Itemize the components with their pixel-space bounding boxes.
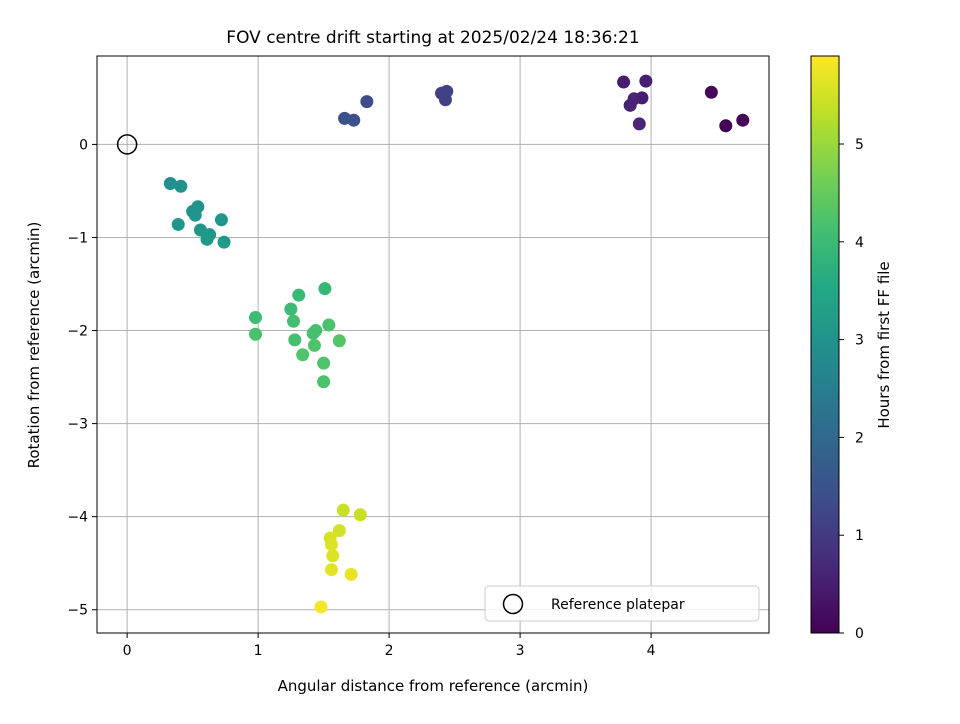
data-point — [284, 302, 298, 316]
data-point — [317, 375, 331, 389]
data-point — [639, 74, 653, 88]
legend: Reference platepar — [484, 585, 760, 622]
y-tick-label: −3 — [67, 417, 88, 433]
data-point — [353, 508, 367, 522]
data-point — [288, 333, 302, 347]
data-point — [171, 217, 185, 231]
colorbar-tick-label: 5 — [855, 137, 864, 153]
y-tick-label: −1 — [67, 230, 88, 246]
x-tick-label: 2 — [385, 643, 394, 659]
y-tick-label: 0 — [79, 137, 88, 153]
colorbar-ticks: 0 1 2 3 4 5 — [839, 137, 864, 642]
colorbar-tick-label: 3 — [855, 333, 864, 349]
data-point — [286, 314, 300, 328]
data-point — [307, 338, 321, 352]
data-point — [317, 356, 331, 370]
data-point — [347, 113, 361, 127]
data-point — [719, 119, 733, 133]
data-point — [188, 208, 202, 222]
colorbar-label: Hours from first FF file — [875, 261, 893, 428]
colorbar: 0 1 2 3 4 5 Hours from first FF file — [810, 55, 893, 642]
x-tick-label: 4 — [647, 643, 656, 659]
data-point — [249, 327, 263, 341]
data-point — [214, 213, 228, 227]
data-point — [200, 232, 214, 246]
colorbar-tick-label: 0 — [855, 626, 864, 642]
y-tick-label: −4 — [67, 510, 88, 526]
reference-marker-layer — [116, 134, 138, 155]
y-tick-label: −5 — [67, 603, 88, 619]
colorbar-frame — [810, 55, 840, 634]
data-point — [314, 600, 328, 614]
data-point — [324, 538, 338, 552]
reference-platepar-marker — [116, 134, 138, 155]
data-point — [163, 176, 177, 190]
x-axis-label: Angular distance from reference (arcmin) — [278, 677, 589, 695]
data-point — [326, 549, 340, 563]
y-tick-label: −2 — [67, 324, 88, 340]
plot-frame — [96, 55, 770, 634]
legend-entry-reference: Reference platepar — [551, 597, 685, 613]
data-point — [704, 85, 718, 99]
data-point — [332, 524, 346, 538]
data-points — [163, 74, 750, 614]
data-point — [438, 93, 452, 107]
x-tick-label: 1 — [254, 643, 263, 659]
chart-title: FOV centre drift starting at 2025/02/24 … — [226, 28, 639, 48]
colorbar-tick-label: 2 — [855, 430, 864, 446]
data-point — [736, 113, 750, 127]
data-point — [344, 567, 358, 581]
data-point — [336, 503, 350, 517]
data-point — [360, 95, 374, 109]
data-point — [332, 334, 346, 348]
data-point — [623, 98, 637, 112]
data-point — [249, 311, 263, 325]
data-point — [306, 326, 320, 340]
colorbar-tick-label: 1 — [855, 528, 864, 544]
tick-labels: 0 1 2 3 4 0 −1 −2 −3 −4 −5 — [67, 137, 655, 659]
y-axis-label: Rotation from reference (arcmin) — [25, 222, 43, 469]
x-tick-label: 0 — [123, 643, 132, 659]
data-point — [324, 563, 338, 577]
grid-lines — [97, 56, 769, 633]
data-point — [635, 91, 649, 105]
axes — [92, 55, 770, 638]
data-point — [632, 117, 646, 131]
data-point — [322, 318, 336, 332]
data-point — [296, 348, 310, 362]
colorbar-gradient — [811, 56, 839, 633]
colorbar-tick-label: 4 — [855, 235, 864, 251]
x-tick-label: 3 — [516, 643, 525, 659]
legend-box — [484, 585, 760, 622]
data-point — [217, 235, 231, 249]
data-point — [318, 282, 332, 296]
data-point — [292, 288, 306, 302]
data-point — [174, 179, 188, 193]
legend-reference-marker — [502, 593, 524, 615]
data-point — [617, 75, 631, 89]
